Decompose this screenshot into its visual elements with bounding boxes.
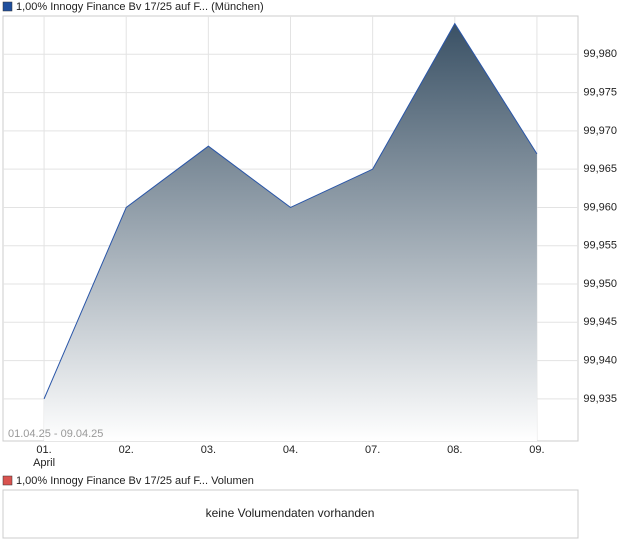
y-tick-label: 99,980 [583,48,617,60]
y-tick-label: 99,970 [583,125,617,137]
y-tick-label: 99,935 [583,393,617,405]
month-label: April [33,457,55,469]
y-tick-label: 99,960 [583,201,617,213]
y-tick-label: 99,975 [583,86,617,98]
volume-message: keine Volumendaten vorhanden [206,506,375,520]
x-tick-label: 01. [36,444,51,456]
volume-title: 1,00% Innogy Finance Bv 17/25 auf F... V… [16,475,254,487]
legend-swatch [2,1,13,12]
x-tick-label: 02. [119,444,134,456]
legend-swatch [2,475,13,486]
line [43,22,538,400]
y-tick-label: 99,955 [583,240,617,252]
date-range: 01.04.25 - 09.04.25 [8,428,103,440]
x-tick-label: 09. [529,444,544,456]
y-tick-label: 99,965 [583,163,617,175]
chart-title: 1,00% Innogy Finance Bv 17/25 auf F... (… [16,1,264,13]
y-tick-label: 99,940 [583,355,617,367]
x-tick-label: 03. [201,444,216,456]
x-tick-label: 07. [365,444,380,456]
y-tick-label: 99,950 [583,278,617,290]
y-tick-label: 99,945 [583,316,617,328]
x-tick-label: 04. [283,444,298,456]
x-tick-label: 08. [447,444,462,456]
volume-frame [2,489,579,539]
area-fill [44,23,537,442]
